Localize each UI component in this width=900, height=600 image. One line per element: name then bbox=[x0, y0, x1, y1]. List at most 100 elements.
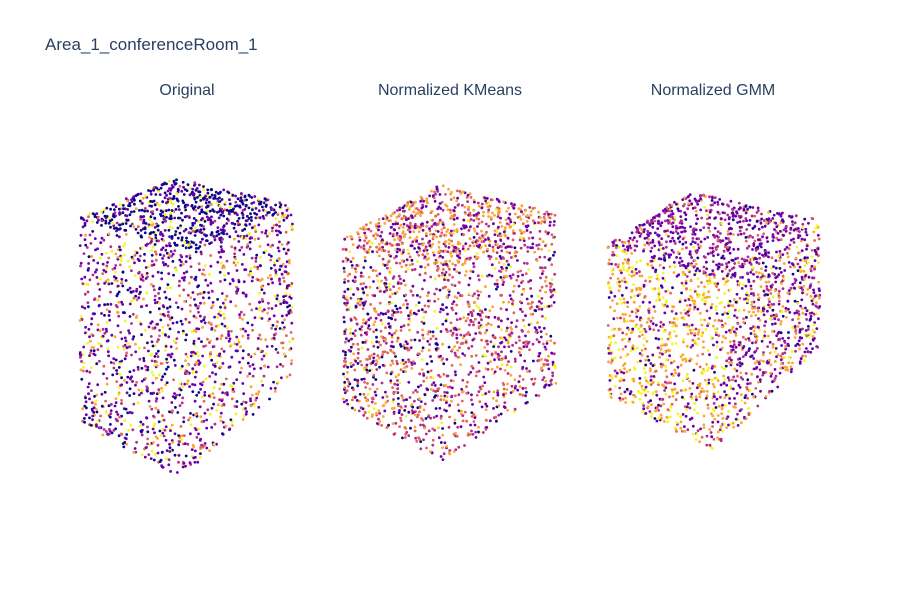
point bbox=[239, 199, 242, 203]
point bbox=[442, 263, 445, 267]
point bbox=[405, 224, 409, 228]
point bbox=[196, 460, 200, 464]
point bbox=[396, 247, 400, 251]
point bbox=[694, 228, 698, 232]
point bbox=[260, 230, 264, 234]
point bbox=[410, 204, 414, 208]
point bbox=[285, 375, 289, 379]
point bbox=[189, 265, 193, 268]
point bbox=[380, 241, 384, 244]
point bbox=[444, 276, 448, 280]
point bbox=[469, 370, 473, 374]
point bbox=[521, 378, 525, 381]
point bbox=[538, 289, 542, 292]
point bbox=[539, 335, 543, 339]
point bbox=[541, 240, 545, 244]
point bbox=[285, 301, 289, 305]
point bbox=[130, 200, 134, 204]
point bbox=[128, 213, 132, 217]
point bbox=[489, 360, 492, 363]
point bbox=[151, 212, 155, 216]
point bbox=[92, 349, 96, 353]
point bbox=[355, 399, 359, 402]
point bbox=[284, 204, 287, 207]
point bbox=[476, 297, 480, 300]
point bbox=[528, 307, 532, 310]
point bbox=[249, 385, 253, 389]
point bbox=[105, 264, 109, 268]
point bbox=[84, 400, 88, 404]
point bbox=[281, 321, 284, 324]
point bbox=[219, 213, 223, 217]
point bbox=[119, 259, 123, 263]
point bbox=[502, 242, 506, 246]
point bbox=[419, 199, 423, 203]
point bbox=[416, 413, 420, 417]
point bbox=[404, 270, 408, 273]
point bbox=[208, 449, 211, 452]
point bbox=[528, 206, 532, 209]
point bbox=[696, 386, 699, 390]
point bbox=[698, 269, 702, 273]
point bbox=[166, 353, 170, 357]
point bbox=[365, 241, 369, 245]
point bbox=[368, 369, 372, 372]
point bbox=[702, 194, 706, 197]
point bbox=[758, 252, 761, 256]
point bbox=[397, 287, 401, 290]
point bbox=[384, 312, 388, 315]
point bbox=[188, 385, 192, 388]
point bbox=[470, 415, 474, 418]
point bbox=[110, 402, 113, 406]
point bbox=[452, 209, 456, 213]
point bbox=[118, 263, 122, 267]
point bbox=[449, 379, 453, 382]
point bbox=[202, 268, 205, 272]
point bbox=[253, 316, 257, 319]
point bbox=[468, 276, 472, 280]
point bbox=[432, 389, 435, 392]
point bbox=[191, 367, 195, 371]
point bbox=[381, 336, 385, 340]
point bbox=[191, 390, 195, 393]
point bbox=[217, 323, 221, 327]
point bbox=[380, 355, 384, 359]
point bbox=[231, 387, 235, 391]
point bbox=[480, 405, 484, 409]
point bbox=[670, 248, 674, 252]
point bbox=[156, 437, 159, 440]
point bbox=[198, 212, 202, 216]
point bbox=[207, 394, 211, 398]
point bbox=[389, 372, 393, 376]
point bbox=[191, 443, 195, 447]
point bbox=[515, 278, 519, 282]
point bbox=[396, 282, 400, 285]
point bbox=[475, 304, 479, 308]
point bbox=[199, 415, 203, 419]
point bbox=[451, 262, 454, 266]
point bbox=[106, 280, 110, 283]
point bbox=[396, 379, 399, 382]
point bbox=[448, 415, 451, 419]
point bbox=[518, 300, 522, 304]
point bbox=[108, 310, 111, 314]
point bbox=[259, 200, 263, 204]
point bbox=[502, 230, 506, 234]
point bbox=[188, 254, 192, 258]
point bbox=[213, 362, 217, 366]
point bbox=[347, 306, 351, 310]
point bbox=[399, 325, 403, 329]
point bbox=[342, 365, 346, 368]
point bbox=[526, 250, 530, 253]
point bbox=[697, 237, 701, 241]
point bbox=[545, 332, 548, 336]
point bbox=[203, 364, 206, 368]
point bbox=[167, 463, 171, 467]
point bbox=[359, 299, 362, 303]
point bbox=[497, 345, 500, 349]
point bbox=[193, 298, 196, 301]
point bbox=[246, 214, 249, 218]
point bbox=[385, 266, 389, 270]
point bbox=[183, 382, 187, 386]
